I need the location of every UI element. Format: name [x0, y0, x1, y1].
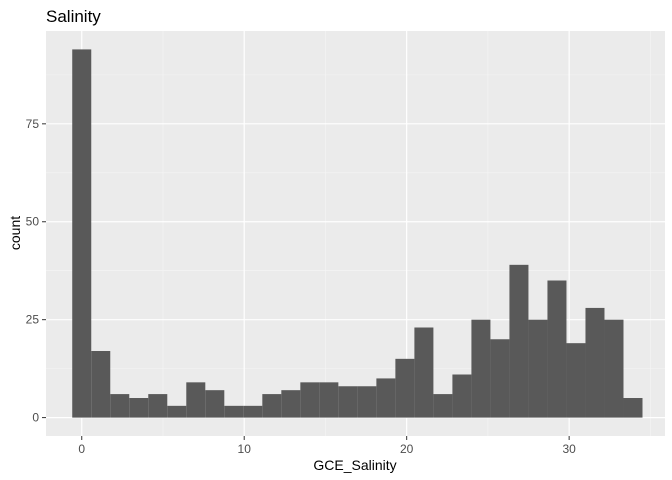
histogram-bar: [357, 386, 377, 418]
y-tick-label: 50: [26, 215, 40, 229]
histogram-bar: [148, 394, 168, 418]
chart-title: Salinity: [46, 7, 101, 26]
y-axis-title: count: [7, 216, 23, 250]
histogram-bar: [490, 339, 510, 418]
histogram-bar: [528, 319, 548, 418]
histogram-bar: [243, 405, 263, 418]
histogram-bar: [471, 319, 491, 418]
histogram-bar: [338, 386, 358, 418]
histogram-bar: [376, 378, 396, 418]
histogram-bar: [433, 394, 453, 418]
x-tick-label: 30: [562, 442, 576, 456]
histogram-bars: [72, 49, 643, 418]
y-axis: 0 25 50 75: [26, 117, 46, 425]
histogram-bar: [262, 394, 282, 418]
histogram-bar: [186, 382, 206, 418]
histogram-bar: [281, 390, 301, 418]
histogram-bar: [452, 374, 472, 418]
histogram-bar: [319, 382, 339, 418]
y-tick-label: 0: [32, 411, 39, 425]
histogram-bar: [167, 405, 187, 418]
x-tick-label: 10: [238, 442, 252, 456]
histogram-bar: [205, 390, 225, 418]
x-tick-label: 0: [78, 442, 85, 456]
histogram-bar: [604, 319, 624, 418]
histogram-bar: [414, 327, 434, 418]
histogram-bar: [566, 343, 586, 418]
histogram-bar: [300, 382, 320, 418]
x-axis: 0 10 20 30: [78, 436, 576, 456]
histogram-bar: [72, 49, 92, 418]
histogram-bar: [395, 358, 415, 418]
y-tick-label: 75: [26, 117, 40, 131]
histogram-bar: [547, 280, 567, 418]
histogram-bar: [91, 351, 111, 418]
histogram-bar: [110, 394, 130, 418]
histogram-bar: [129, 398, 149, 418]
x-tick-label: 20: [400, 442, 414, 456]
minor-gridlines: [46, 31, 665, 436]
y-tick-label: 25: [26, 313, 40, 327]
histogram-bar: [623, 398, 643, 418]
x-axis-title: GCE_Salinity: [313, 457, 396, 473]
histogram-bar: [509, 264, 529, 418]
histogram-bar: [585, 307, 605, 418]
histogram-bar: [224, 405, 244, 418]
